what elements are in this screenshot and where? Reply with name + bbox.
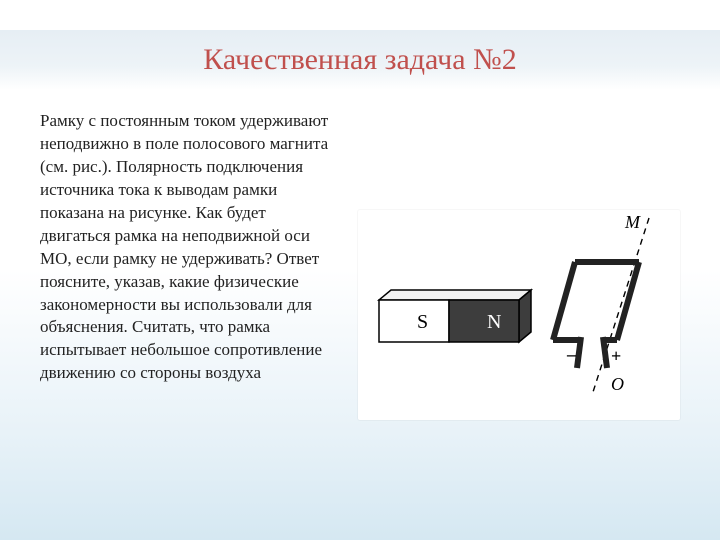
svg-text:–: – [566, 344, 577, 364]
magnet-loop-diagram: S N M O – + [358, 210, 680, 420]
page-title: Качественная задача №2 [203, 43, 516, 77]
svg-text:S: S [417, 311, 428, 333]
figure-box: S N M O – + [358, 210, 680, 420]
figure-column: S N M O – + [358, 110, 680, 520]
svg-text:M: M [624, 212, 641, 232]
svg-text:+: + [611, 346, 621, 366]
content-area: Рамку с постоянным током удерживают непо… [40, 110, 680, 520]
svg-text:O: O [611, 374, 624, 394]
problem-text-column: Рамку с постоянным током удерживают непо… [40, 110, 340, 520]
svg-text:N: N [487, 311, 501, 333]
problem-paragraph: Рамку с постоянным током удерживают непо… [40, 110, 340, 385]
title-band: Качественная задача №2 [0, 30, 720, 90]
